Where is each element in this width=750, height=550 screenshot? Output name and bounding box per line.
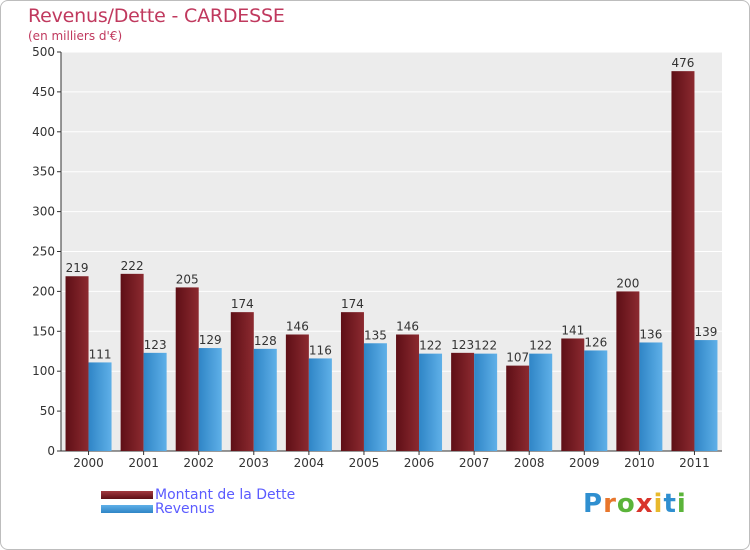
debt-bar xyxy=(120,273,144,451)
y-tick-label: 450 xyxy=(32,85,55,99)
revenue-value-label: 136 xyxy=(639,327,662,341)
logo-letter: r xyxy=(603,489,617,519)
legend-label-revenue: Revenus xyxy=(155,501,215,517)
debt-value-label: 205 xyxy=(176,272,199,286)
x-tick-label: 2006 xyxy=(404,456,435,470)
debt-value-label: 219 xyxy=(66,261,89,275)
x-tick-label: 2007 xyxy=(459,456,490,470)
revenue-bar xyxy=(363,343,387,451)
y-tick-label: 0 xyxy=(47,444,55,458)
x-tick-label: 2011 xyxy=(679,456,710,470)
revenue-value-label: 116 xyxy=(309,343,332,357)
proxiti-logo: Proxiti xyxy=(583,489,687,519)
logo-letter: P xyxy=(583,489,604,519)
debt-bar xyxy=(616,291,640,451)
x-tick-label: 2009 xyxy=(569,456,600,470)
chart-subtitle: (en milliers d'€) xyxy=(28,29,123,43)
y-tick-label: 300 xyxy=(32,205,55,219)
revenue-bar xyxy=(143,352,167,451)
legend-item-debt: Montant de la Dette xyxy=(101,487,295,503)
revenue-bar xyxy=(474,353,498,451)
y-tick-label: 400 xyxy=(32,125,55,139)
y-tick-label: 500 xyxy=(32,45,55,59)
debt-bar xyxy=(671,71,695,451)
x-tick-label: 2000 xyxy=(73,456,104,470)
logo-letter: t xyxy=(663,489,677,519)
debt-value-label: 222 xyxy=(121,259,144,273)
debt-value-label: 174 xyxy=(341,297,364,311)
revenue-value-label: 126 xyxy=(584,335,607,349)
y-tick-label: 50 xyxy=(40,404,55,418)
revenue-bar xyxy=(529,353,553,451)
revenue-bar xyxy=(253,348,277,451)
revenue-value-label: 129 xyxy=(199,333,222,347)
legend-item-revenue: Revenus xyxy=(101,501,215,517)
debt-value-label: 476 xyxy=(672,56,695,70)
revenue-value-label: 111 xyxy=(89,347,112,361)
debt-bar xyxy=(175,287,199,451)
debt-bar xyxy=(65,276,89,451)
x-tick-label: 2005 xyxy=(349,456,380,470)
revenue-bar xyxy=(584,350,608,451)
x-tick-label: 2004 xyxy=(294,456,325,470)
y-tick-label: 150 xyxy=(32,324,55,338)
debt-value-label: 146 xyxy=(286,319,309,333)
y-tick-label: 100 xyxy=(32,364,55,378)
logo-letter: o xyxy=(616,489,636,519)
y-tick-label: 200 xyxy=(32,284,55,298)
revenue-swatch xyxy=(101,505,153,513)
debt-bar xyxy=(285,334,309,451)
y-tick-label: 250 xyxy=(32,245,55,259)
debt-bar xyxy=(506,365,530,451)
debt-value-label: 123 xyxy=(451,338,474,352)
revenue-value-label: 135 xyxy=(364,328,387,342)
revenue-value-label: 128 xyxy=(254,334,277,348)
x-tick-label: 2003 xyxy=(239,456,270,470)
logo-letter: i xyxy=(653,489,664,519)
legend-label-debt: Montant de la Dette xyxy=(155,487,296,503)
logo-letter: i xyxy=(676,489,687,519)
debt-bar xyxy=(396,334,420,451)
revenue-bar xyxy=(88,362,112,451)
debt-value-label: 146 xyxy=(396,319,419,333)
logo-letter: x xyxy=(635,489,654,519)
revenue-value-label: 122 xyxy=(529,339,552,353)
debt-value-label: 141 xyxy=(561,323,584,337)
revenue-value-label: 139 xyxy=(695,325,718,339)
revenue-bar xyxy=(694,340,718,451)
x-tick-label: 2010 xyxy=(624,456,655,470)
chart-title: Revenus/Dette - CARDESSE xyxy=(28,5,285,27)
debt-value-label: 200 xyxy=(616,276,639,290)
revenue-bar xyxy=(419,353,443,451)
revenue-value-label: 122 xyxy=(419,339,442,353)
debt-value-label: 107 xyxy=(506,351,529,365)
x-tick-label: 2008 xyxy=(514,456,545,470)
revenue-bar xyxy=(639,342,663,451)
revenue-bar xyxy=(198,348,222,451)
debt-swatch xyxy=(101,491,153,499)
x-tick-label: 2001 xyxy=(128,456,159,470)
debt-value-label: 174 xyxy=(231,297,254,311)
debt-bar xyxy=(230,312,254,451)
revenue-value-label: 122 xyxy=(474,339,497,353)
y-tick-label: 350 xyxy=(32,165,55,179)
x-tick-label: 2002 xyxy=(183,456,214,470)
debt-bar xyxy=(451,352,475,451)
debt-bar xyxy=(561,338,585,451)
revenue-value-label: 123 xyxy=(144,338,167,352)
revenue-bar xyxy=(308,358,332,451)
debt-bar xyxy=(340,312,364,451)
